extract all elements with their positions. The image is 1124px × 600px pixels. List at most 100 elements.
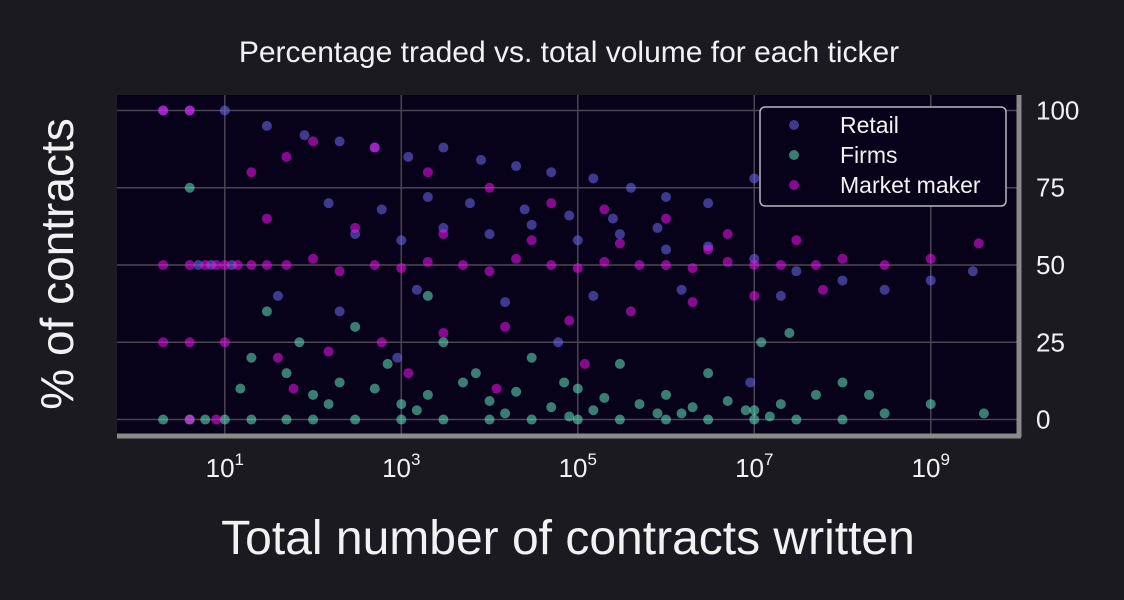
data-point bbox=[261, 306, 272, 317]
y-axis-label: % of contracts bbox=[31, 118, 83, 409]
data-point bbox=[511, 253, 522, 264]
data-point bbox=[546, 402, 557, 413]
data-point bbox=[599, 204, 610, 215]
y-tick-label: 100 bbox=[1036, 95, 1079, 125]
data-point bbox=[323, 346, 334, 357]
data-point bbox=[764, 411, 775, 422]
data-point bbox=[261, 120, 272, 131]
data-point bbox=[500, 297, 511, 308]
data-point bbox=[546, 198, 557, 209]
x-tick-label: 105 bbox=[559, 450, 597, 483]
legend-marker bbox=[789, 150, 799, 160]
data-point bbox=[925, 253, 936, 264]
data-point bbox=[817, 284, 828, 295]
data-point bbox=[526, 352, 537, 363]
data-point bbox=[526, 219, 537, 230]
data-point bbox=[308, 253, 319, 264]
data-point bbox=[158, 414, 169, 425]
data-point bbox=[403, 151, 414, 162]
data-point bbox=[775, 399, 786, 410]
data-point bbox=[422, 167, 433, 178]
data-point bbox=[219, 414, 230, 425]
data-point bbox=[392, 352, 403, 363]
data-point bbox=[925, 275, 936, 286]
data-point bbox=[973, 238, 984, 249]
data-point bbox=[272, 352, 283, 363]
data-point bbox=[411, 405, 422, 416]
data-point bbox=[564, 315, 575, 326]
data-point bbox=[791, 235, 802, 246]
data-point bbox=[572, 414, 583, 425]
data-point bbox=[308, 414, 319, 425]
data-point bbox=[350, 222, 361, 233]
y-tick-label: 50 bbox=[1036, 250, 1065, 280]
data-point bbox=[158, 337, 169, 348]
data-point bbox=[369, 260, 380, 270]
data-point bbox=[438, 229, 449, 240]
data-point bbox=[184, 105, 195, 116]
data-point bbox=[422, 389, 433, 400]
data-point bbox=[272, 290, 283, 301]
data-point bbox=[294, 337, 305, 348]
data-point bbox=[526, 414, 537, 425]
data-point bbox=[491, 383, 502, 394]
data-point bbox=[246, 414, 257, 425]
data-point bbox=[978, 408, 989, 419]
data-point bbox=[200, 260, 211, 270]
data-point bbox=[967, 266, 978, 277]
data-point bbox=[184, 182, 195, 193]
legend-label: Firms bbox=[840, 142, 897, 168]
data-point bbox=[810, 389, 821, 400]
data-point bbox=[661, 414, 672, 425]
data-point bbox=[579, 358, 590, 369]
data-point bbox=[749, 260, 760, 270]
data-point bbox=[810, 260, 821, 270]
data-point bbox=[925, 399, 936, 410]
data-point bbox=[403, 368, 414, 379]
data-point bbox=[308, 389, 319, 400]
x-tick-labels: 101 103 105 107 109 bbox=[206, 450, 950, 483]
data-point bbox=[749, 414, 760, 425]
data-point bbox=[837, 377, 848, 388]
data-point bbox=[246, 167, 257, 178]
data-point bbox=[500, 408, 511, 419]
data-point bbox=[511, 161, 522, 172]
data-point bbox=[470, 368, 481, 379]
data-point bbox=[652, 222, 663, 233]
data-point bbox=[625, 306, 636, 317]
data-point bbox=[879, 260, 890, 270]
data-point bbox=[422, 290, 433, 301]
data-point bbox=[703, 414, 714, 425]
data-point bbox=[184, 337, 195, 348]
data-point bbox=[599, 256, 610, 267]
data-point bbox=[299, 130, 310, 141]
data-point bbox=[369, 383, 380, 394]
data-point bbox=[676, 408, 687, 419]
data-point bbox=[484, 266, 495, 277]
data-point bbox=[588, 173, 599, 184]
data-point bbox=[219, 337, 230, 348]
data-point bbox=[422, 192, 433, 202]
data-point bbox=[246, 352, 257, 363]
legend-label: Market maker bbox=[840, 172, 981, 198]
data-point bbox=[661, 192, 672, 202]
data-point bbox=[837, 275, 848, 286]
data-point bbox=[422, 256, 433, 267]
x-tick-label: 109 bbox=[912, 450, 950, 483]
data-point bbox=[676, 284, 687, 295]
data-point bbox=[879, 408, 890, 419]
data-point bbox=[350, 321, 361, 332]
data-point bbox=[211, 414, 222, 425]
data-point bbox=[661, 213, 672, 224]
data-point bbox=[323, 399, 334, 410]
data-point bbox=[749, 405, 760, 416]
data-point bbox=[334, 266, 345, 277]
y-tick-label: 25 bbox=[1036, 327, 1065, 357]
data-point bbox=[511, 386, 522, 397]
data-point bbox=[308, 136, 319, 147]
data-point bbox=[722, 256, 733, 267]
data-point bbox=[281, 260, 292, 270]
data-point bbox=[687, 402, 698, 413]
data-point bbox=[652, 408, 663, 419]
